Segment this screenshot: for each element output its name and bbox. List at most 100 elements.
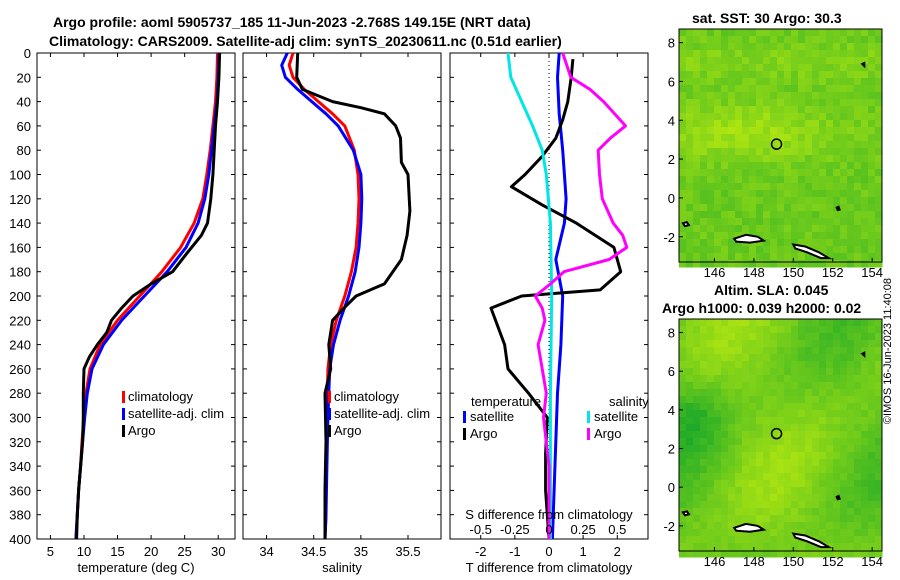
map-cell	[728, 99, 736, 107]
map-cell	[875, 515, 883, 523]
map-cell	[819, 50, 827, 58]
map-cell	[812, 508, 820, 516]
map-cell	[714, 78, 722, 86]
map-cell	[770, 319, 778, 327]
map-cell	[693, 169, 701, 177]
map-cell	[735, 396, 743, 404]
map-cell	[868, 452, 876, 460]
map-cell	[777, 417, 785, 425]
map-cell	[798, 64, 806, 72]
map-cell	[833, 389, 841, 397]
map-cell	[805, 431, 813, 439]
map-cell	[777, 396, 785, 404]
xtick-label: 10	[77, 544, 91, 559]
map-cell	[728, 162, 736, 170]
map-cell	[742, 190, 750, 198]
map-cell	[777, 452, 785, 460]
map-cell	[777, 50, 785, 58]
map-cell	[784, 141, 792, 149]
map-cell	[700, 480, 708, 488]
map-cell	[763, 232, 771, 240]
map-cell	[728, 424, 736, 432]
map-cell	[812, 438, 820, 446]
map-cell	[742, 260, 750, 268]
map-cell	[763, 536, 771, 544]
map-cell	[868, 333, 876, 341]
map-cell	[812, 36, 820, 44]
map-cell	[798, 410, 806, 418]
map-cell	[686, 211, 694, 219]
map-cell	[868, 211, 876, 219]
map-cell	[812, 326, 820, 334]
map-cell	[861, 368, 869, 376]
map-cell	[798, 347, 806, 355]
map-cell	[721, 375, 729, 383]
map-cell	[728, 176, 736, 184]
map-cell	[798, 480, 806, 488]
map-cell	[854, 155, 862, 163]
map-cell	[805, 253, 813, 261]
map-cell	[805, 218, 813, 226]
map-cell	[742, 50, 750, 58]
map-cell	[707, 501, 715, 509]
map-cell	[686, 326, 694, 334]
map-cell	[826, 204, 834, 212]
map-cell	[854, 148, 862, 156]
map-cell	[742, 410, 750, 418]
map-cell	[714, 529, 722, 537]
map-cell	[840, 361, 848, 369]
map-cell	[784, 333, 792, 341]
map-cell	[707, 347, 715, 355]
map-cell	[693, 183, 701, 191]
map-cell	[854, 92, 862, 100]
map-cell	[742, 29, 750, 37]
map-cell	[770, 141, 778, 149]
map-cell	[770, 232, 778, 240]
map-cell	[798, 211, 806, 219]
map-cell	[847, 494, 855, 502]
map-cell	[826, 127, 834, 135]
xtick-label: 20	[144, 544, 158, 559]
map-cell	[735, 253, 743, 261]
map-cell	[714, 333, 722, 341]
map-cell	[686, 225, 694, 233]
map-cell	[756, 515, 764, 523]
map-cell	[798, 253, 806, 261]
map-cell	[861, 246, 869, 254]
map-cell	[756, 333, 764, 341]
map-cell	[784, 78, 792, 86]
map-cell	[847, 396, 855, 404]
map-cell	[847, 382, 855, 390]
map-cell	[749, 260, 757, 268]
map-cell	[763, 106, 771, 114]
map-cell	[819, 396, 827, 404]
map-cell	[721, 85, 729, 93]
map-cell	[714, 148, 722, 156]
map-cell	[833, 431, 841, 439]
map-cell	[777, 361, 785, 369]
map-cell	[700, 134, 708, 142]
map-cell	[847, 92, 855, 100]
map-cell	[763, 361, 771, 369]
map-cell	[770, 361, 778, 369]
map-cell	[693, 127, 701, 135]
map-cell	[812, 260, 820, 268]
map-cell	[854, 218, 862, 226]
map-cell	[714, 417, 722, 425]
map-cell	[868, 57, 876, 65]
map-cell	[714, 92, 722, 100]
map-cell	[721, 389, 729, 397]
map-cell	[735, 71, 743, 79]
map-cell	[777, 183, 785, 191]
map-cell	[756, 550, 764, 558]
island-outline	[860, 61, 866, 69]
map-cell	[728, 36, 736, 44]
map-cell	[700, 211, 708, 219]
map-cell	[749, 389, 757, 397]
map-cell	[735, 204, 743, 212]
map-cell	[847, 459, 855, 467]
map-cell	[700, 57, 708, 65]
map-cell	[728, 253, 736, 261]
map-cell	[819, 333, 827, 341]
map-cell	[742, 253, 750, 261]
